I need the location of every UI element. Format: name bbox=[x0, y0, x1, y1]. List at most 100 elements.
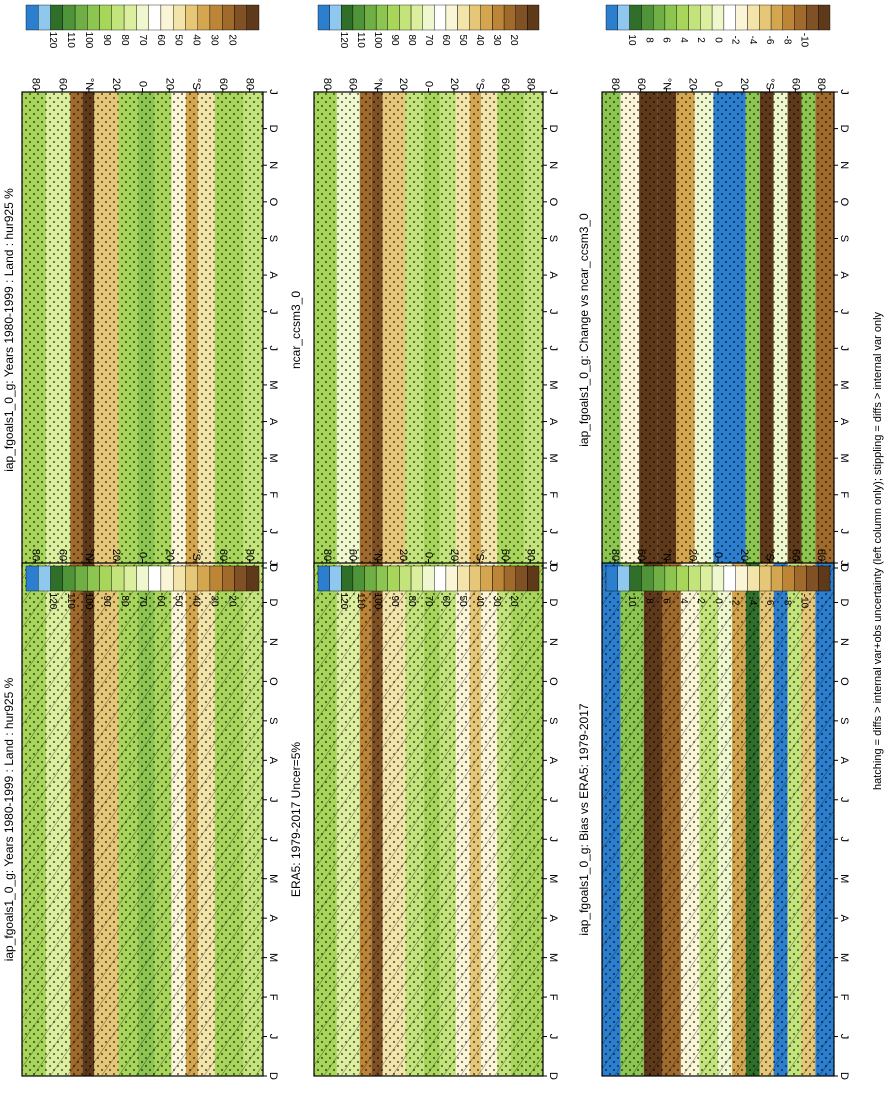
month-label: S bbox=[267, 717, 279, 724]
colorbar-label: -8 bbox=[781, 597, 792, 606]
month-label: M bbox=[838, 380, 850, 389]
colorbar-label: 100 bbox=[372, 593, 383, 610]
colorbar-label: -8 bbox=[781, 36, 792, 45]
month-label: J bbox=[267, 346, 279, 352]
month-label: A bbox=[838, 757, 850, 765]
colorbar-swatch bbox=[74, 565, 88, 592]
month-label: A bbox=[547, 271, 559, 279]
colorbar-swatch bbox=[87, 4, 100, 31]
colorbar-swatch bbox=[700, 4, 713, 31]
lat-tick-label: °N bbox=[661, 549, 673, 561]
stippling bbox=[22, 92, 263, 568]
colorbar-label: -10 bbox=[799, 33, 810, 48]
colorbar-swatch bbox=[123, 565, 137, 592]
colorbar-swatch bbox=[148, 565, 162, 592]
lat-tick-label: 80 bbox=[815, 549, 827, 561]
month-label: N bbox=[267, 161, 279, 169]
lat-tick-label: 80 bbox=[609, 78, 621, 90]
colorbar-swatch bbox=[111, 565, 125, 592]
lat-tick-label: 60 bbox=[789, 78, 801, 90]
colorbar-label: 30 bbox=[491, 34, 502, 46]
colorbar-swatch bbox=[422, 4, 435, 31]
month-label: N bbox=[838, 638, 850, 646]
colorbar-swatch bbox=[38, 565, 51, 592]
lat-tick-label: °N bbox=[661, 78, 673, 90]
month-label: J bbox=[267, 836, 279, 842]
panel-title: ncar_ccsm3_0 bbox=[289, 291, 303, 369]
colorbar-swatch bbox=[234, 4, 248, 31]
colorbar-swatch bbox=[605, 4, 619, 31]
colorbar-label: 60 bbox=[440, 34, 451, 46]
colorbar-swatch bbox=[445, 565, 458, 592]
lat-tick-label: 0 bbox=[712, 81, 724, 87]
panel-1: 80 60 °N 20 0 20 °S 60 80DJFMAMJJASONDJiap_fgoal… bbox=[2, 4, 279, 572]
stippling bbox=[602, 92, 834, 568]
colorbar-label: 40 bbox=[191, 595, 202, 607]
month-label: J bbox=[838, 560, 850, 566]
colorbar-swatch bbox=[770, 565, 784, 592]
panel-title: ERA5: 1979-2017 Uncer=5% bbox=[289, 742, 303, 897]
colorbar-swatch bbox=[50, 4, 64, 31]
panel-6: 80 60 °N 20 0 20 °S 60 80DJFMAMJJASONDJiap_fgoal… bbox=[577, 549, 850, 1080]
month-label: M bbox=[838, 454, 850, 463]
colorbar-label: 60 bbox=[440, 595, 451, 607]
lat-tick-label: 20 bbox=[448, 78, 460, 90]
lat-tick-label: 60 bbox=[346, 78, 358, 90]
hatching bbox=[22, 563, 263, 1076]
colorbar-swatch bbox=[364, 565, 377, 592]
colorbar-label: 0 bbox=[712, 37, 723, 43]
month-label: A bbox=[547, 757, 559, 765]
month-label: D bbox=[547, 1072, 559, 1080]
panel-5: 80 60 °N 20 0 20 °S 60 80DJFMAMJJASONDJiap_fgoal… bbox=[577, 4, 850, 572]
colorbar-label: 120 bbox=[338, 593, 349, 610]
colorbar-label: 8 bbox=[643, 598, 654, 604]
colorbar-swatch bbox=[74, 4, 88, 31]
colorbar-swatch bbox=[317, 4, 330, 31]
lat-tick-label: 60 bbox=[499, 78, 511, 90]
colorbar-swatch bbox=[111, 4, 125, 31]
month-label: J bbox=[838, 836, 850, 842]
colorbar-label: 40 bbox=[474, 595, 485, 607]
colorbar-swatch bbox=[759, 4, 772, 31]
lat-tick-label: 20 bbox=[163, 549, 175, 561]
colorbar-swatch bbox=[376, 565, 389, 592]
month-label: D bbox=[267, 1072, 279, 1080]
month-label: J bbox=[267, 529, 279, 535]
colorbar-swatch bbox=[818, 4, 831, 31]
colorbar-label: 110 bbox=[65, 593, 76, 609]
lat-tick-label: 0 bbox=[137, 552, 149, 558]
lat-tick-label: 80 bbox=[244, 78, 256, 90]
colorbar-swatch bbox=[246, 565, 260, 592]
colorbar-swatch bbox=[25, 565, 39, 592]
lat-tick-label: 20 bbox=[738, 549, 750, 561]
lat-tick-label: 60 bbox=[56, 549, 68, 561]
colorbar-swatch bbox=[38, 4, 51, 31]
colorbar-swatch bbox=[818, 565, 831, 592]
month-label: D bbox=[547, 125, 559, 133]
month-label: M bbox=[838, 953, 850, 962]
colorbar-swatch bbox=[148, 4, 162, 31]
month-label: F bbox=[838, 994, 850, 1001]
panel-title: iap_fgoals1_0_g: Years 1980-1999 : Land … bbox=[2, 188, 16, 472]
lat-tick-label: °N bbox=[372, 549, 384, 561]
colorbar-swatch bbox=[653, 565, 666, 592]
month-label: J bbox=[547, 797, 559, 803]
colorbar-label: 10 bbox=[626, 595, 637, 607]
lat-tick-label: °S bbox=[764, 549, 776, 561]
colorbar-label: 50 bbox=[457, 34, 468, 46]
colorbar-swatch bbox=[605, 565, 619, 592]
colorbar-swatch bbox=[410, 565, 423, 592]
colorbar-label: 2 bbox=[695, 598, 706, 604]
colorbar-swatch bbox=[410, 4, 423, 31]
colorbar-swatch bbox=[527, 4, 540, 31]
month-label: J bbox=[267, 560, 279, 566]
month-label: M bbox=[547, 874, 559, 883]
colorbar-swatch bbox=[688, 565, 701, 592]
hatching bbox=[314, 563, 543, 1076]
colorbar-swatch bbox=[641, 565, 654, 592]
colorbar-swatch bbox=[492, 4, 505, 31]
colorbar-label: 50 bbox=[173, 34, 184, 46]
month-label: O bbox=[547, 198, 559, 207]
